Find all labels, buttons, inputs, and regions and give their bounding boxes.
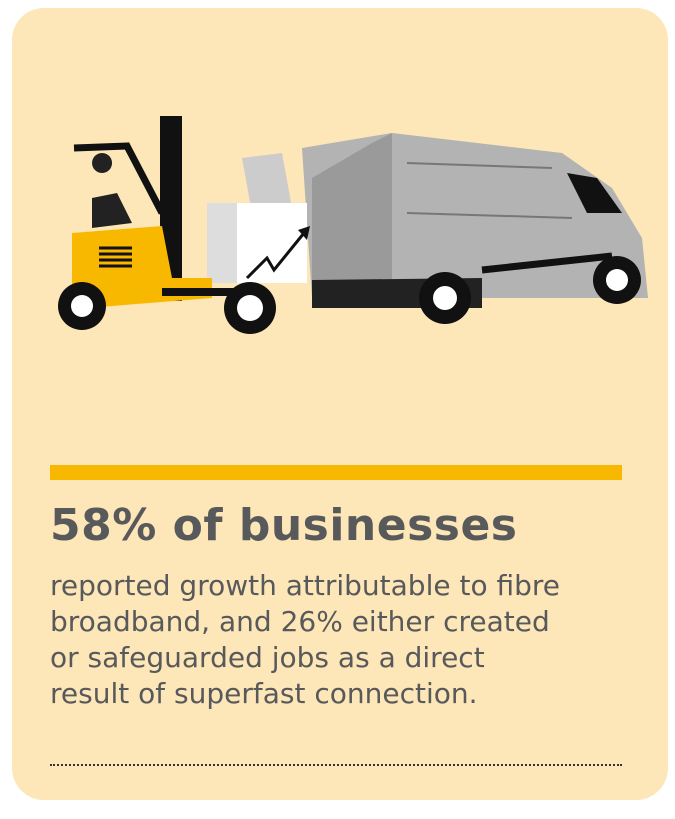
accent-rule: [50, 465, 622, 480]
body-line: result of superfast connection.: [50, 676, 560, 712]
forklift-hub: [237, 295, 263, 321]
page: 58% of businesses reported growth attrib…: [0, 0, 675, 819]
forklift-hub: [71, 295, 93, 317]
body-line: or safeguarded jobs as a direct: [50, 640, 560, 676]
body-line: broadband, and 26% either created: [50, 604, 560, 640]
van-hub: [433, 286, 457, 310]
headline: 58% of businesses: [50, 500, 518, 551]
box-side: [207, 203, 237, 283]
van-hub: [606, 269, 628, 291]
illustration: [12, 8, 668, 348]
info-card: 58% of businesses reported growth attrib…: [12, 8, 668, 800]
body-line: reported growth attributable to fibre: [50, 568, 560, 604]
dotted-divider: [50, 764, 622, 766]
driver: [92, 153, 132, 228]
